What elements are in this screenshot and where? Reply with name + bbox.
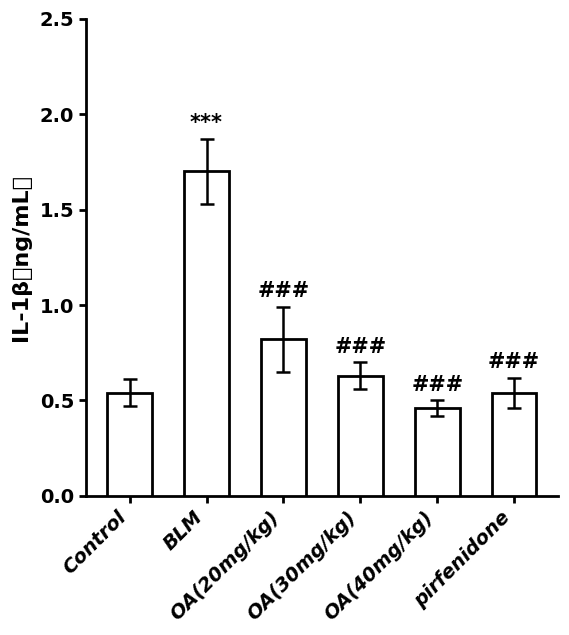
Bar bbox=[492, 393, 537, 496]
Bar bbox=[184, 171, 229, 496]
Bar bbox=[415, 408, 460, 496]
Bar bbox=[338, 376, 382, 496]
Text: ***: *** bbox=[190, 113, 223, 133]
Bar bbox=[261, 339, 306, 496]
Text: ###: ### bbox=[334, 337, 386, 357]
Bar bbox=[108, 393, 152, 496]
Text: ###: ### bbox=[411, 375, 463, 395]
Text: ###: ### bbox=[488, 352, 540, 372]
Y-axis label: IL-1β（ng/mL）: IL-1β（ng/mL） bbox=[11, 174, 31, 341]
Text: ###: ### bbox=[257, 281, 310, 301]
